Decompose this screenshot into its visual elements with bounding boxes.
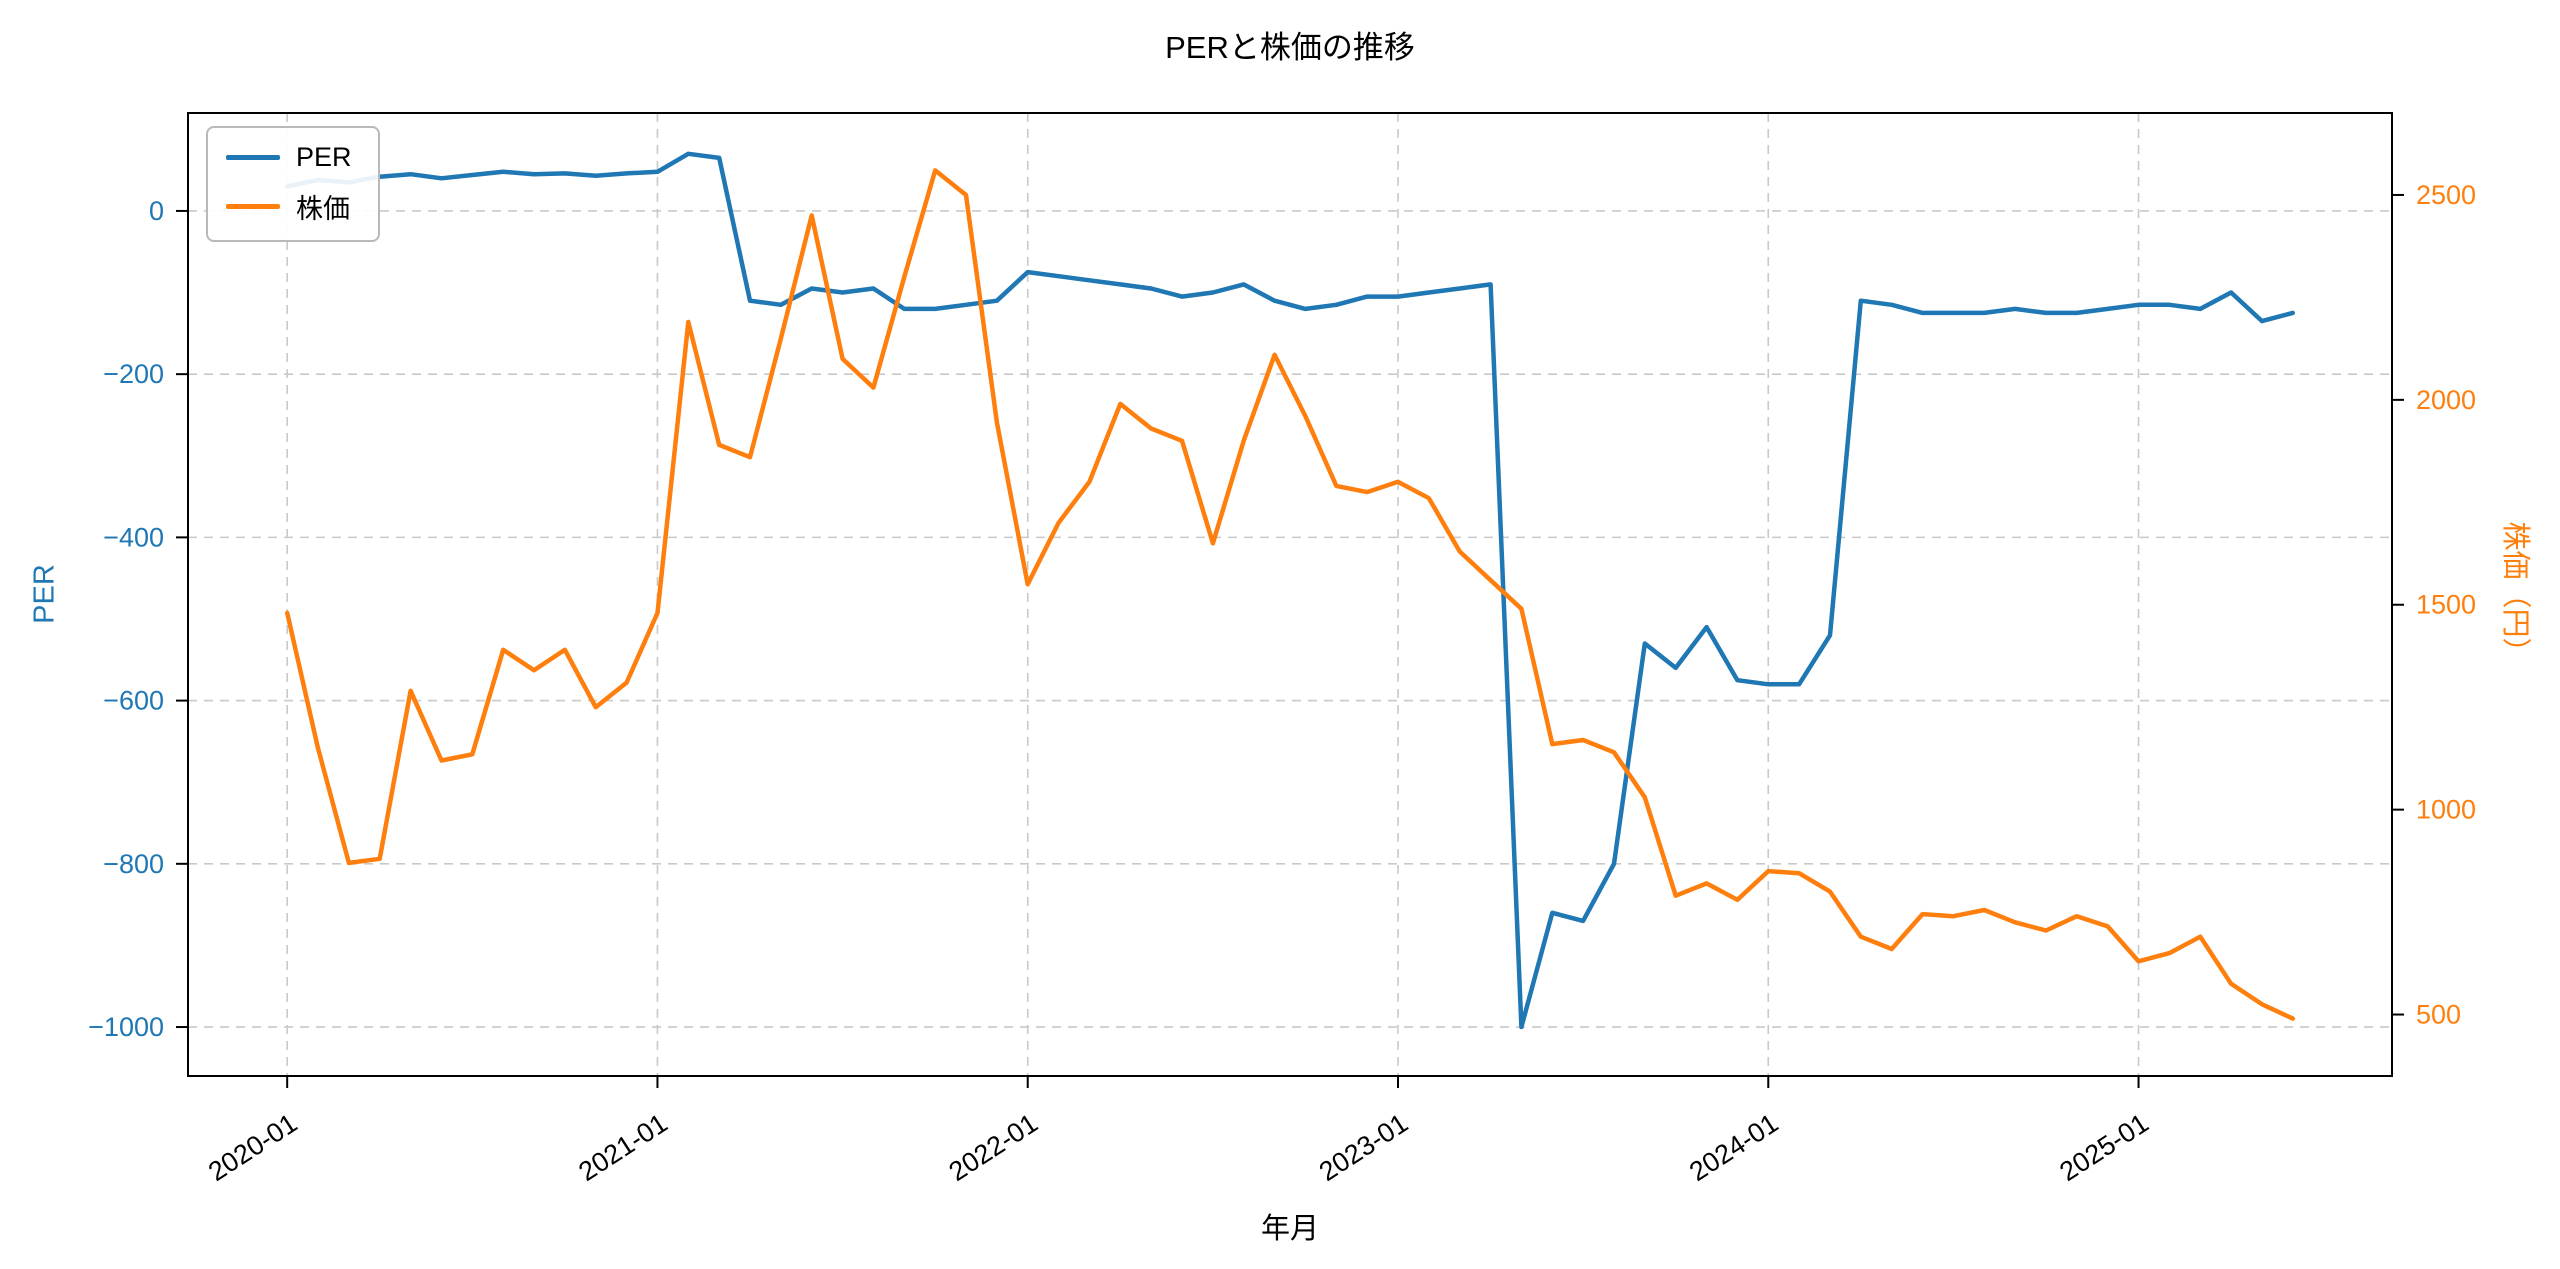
series-line-kabuka xyxy=(284,168,2296,1021)
x-tick-label: 2025-01 xyxy=(2054,1108,2153,1187)
x-tick-label: 2021-01 xyxy=(573,1108,672,1187)
x-tick-label: 2024-01 xyxy=(1684,1108,1783,1187)
y-tick-label-left: −800 xyxy=(103,849,164,879)
legend-label: 株価 xyxy=(296,194,350,224)
legend: PER 株価 xyxy=(206,126,380,242)
y-tick-label-left: −400 xyxy=(103,522,164,552)
x-axis-label: 年月 xyxy=(1260,1213,1319,1245)
legend-label: PER xyxy=(296,142,352,172)
x-tick-label: 2022-01 xyxy=(944,1108,1043,1187)
y-tick-label-left: −600 xyxy=(103,686,164,716)
y-tick-label-left: −200 xyxy=(103,359,164,389)
y-tick-label-right: 2500 xyxy=(2416,180,2476,210)
x-tick-label: 2020-01 xyxy=(203,1108,302,1187)
legend-line-sample xyxy=(226,155,280,160)
y-tick-label-right: 500 xyxy=(2416,1000,2461,1030)
legend-item-kabuka: 株価 xyxy=(226,187,352,226)
y-tick-label-right: 1000 xyxy=(2416,795,2476,825)
y-tick-label-left: 0 xyxy=(149,196,164,226)
y-axis-label-right: 株価（円） xyxy=(2499,521,2531,667)
y-tick-label-right: 1500 xyxy=(2416,590,2476,620)
legend-line-sample xyxy=(226,204,280,209)
y-axis-label-left: PER xyxy=(28,564,61,624)
plot-border xyxy=(187,112,2393,1077)
y-tick-label-left: −1000 xyxy=(88,1012,164,1042)
y-tick-label-right: 2000 xyxy=(2416,385,2476,415)
x-tick-label: 2023-01 xyxy=(1314,1108,1413,1187)
series-line-per xyxy=(284,151,2296,1030)
legend-item-per: PER xyxy=(226,142,352,173)
chart-title: PERと株価の推移 xyxy=(1165,30,1415,65)
